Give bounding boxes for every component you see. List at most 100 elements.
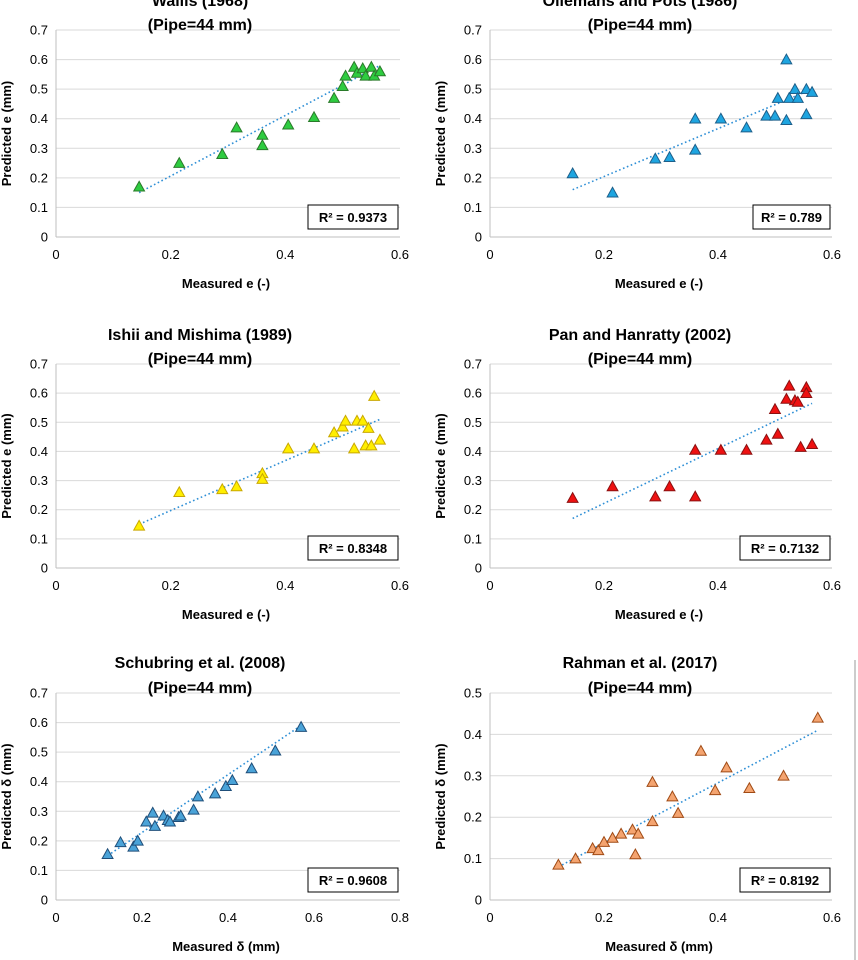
- y-tick-label: 0.4: [30, 444, 48, 459]
- data-point-marker: [791, 91, 805, 103]
- x-tick-label: 0: [52, 910, 59, 925]
- data-point-marker: [140, 815, 153, 827]
- y-tick-label: 0.7: [464, 23, 482, 38]
- y-axis-label: Predicted δ (mm): [433, 743, 448, 849]
- x-tick-label: 0.6: [823, 910, 841, 925]
- data-point-marker: [566, 166, 579, 179]
- trendline: [558, 729, 819, 868]
- data-point-marker: [367, 389, 381, 401]
- y-tick-label: 0.2: [30, 502, 48, 517]
- x-axis-label: Measured δ (mm): [172, 939, 280, 954]
- y-tick-label: 0.3: [30, 804, 48, 819]
- y-tick-label: 0.5: [30, 415, 48, 430]
- data-point-marker: [771, 427, 785, 439]
- data-point-marker: [663, 479, 676, 492]
- y-tick-label: 0: [41, 561, 48, 576]
- data-point-marker: [760, 433, 773, 445]
- data-point-marker: [131, 834, 144, 846]
- chart-subtitle: (Pipe=44 mm): [148, 680, 252, 697]
- data-point-marker: [569, 852, 582, 864]
- y-axis-label: Predicted e (mm): [0, 81, 14, 186]
- data-point-marker: [631, 827, 645, 839]
- chart-title: Rahman et al. (2017): [563, 655, 718, 672]
- data-point-marker: [688, 490, 702, 502]
- data-point-marker: [688, 143, 702, 155]
- data-point-marker: [269, 744, 282, 756]
- data-point-marker: [694, 744, 708, 756]
- data-point-marker: [666, 790, 679, 802]
- x-axis-label: Measured e (-): [182, 276, 270, 291]
- panel-ishii-mishima: 0 0.1 0.2 0.3 0.4 0.5 0.6 0.7 0 0.2 0.4 0.6 Ishii an…: [0, 327, 409, 622]
- x-tick-label: 0: [486, 910, 493, 925]
- y-tick-label: 0.3: [464, 473, 482, 488]
- y-tick-label: 0.6: [30, 52, 48, 67]
- data-point-marker: [800, 386, 813, 398]
- y-tick-label: 0: [41, 893, 48, 908]
- data-point-marker: [173, 156, 186, 168]
- r-squared-label: R² = 0.7132: [751, 541, 819, 556]
- y-tick-label: 0.1: [464, 851, 482, 866]
- data-point-marker: [230, 479, 243, 492]
- x-axis-label: Measured e (-): [615, 276, 703, 291]
- data-point-marker: [780, 392, 793, 404]
- data-point-marker: [805, 85, 819, 97]
- data-point-marker: [800, 82, 813, 94]
- panel-wallis: 0 0.1 0.2 0.3 0.4 0.5 0.6 0.7 0 0.2 0.4 0.6 Wallis (…: [0, 0, 409, 291]
- data-point-marker: [780, 113, 793, 126]
- y-tick-label: 0.7: [30, 23, 48, 38]
- data-point-marker: [336, 420, 349, 432]
- y-tick-label: 0: [41, 230, 48, 245]
- data-point-marker: [788, 82, 802, 94]
- y-tick-label: 0.4: [464, 111, 482, 126]
- x-tick-label: 0.6: [305, 910, 323, 925]
- data-point-marker: [783, 379, 796, 391]
- y-tick-label: 0.2: [464, 170, 482, 185]
- data-point-marker: [307, 442, 321, 454]
- y-tick-label: 0.7: [30, 686, 48, 701]
- y-tick-label: 0.5: [464, 686, 482, 701]
- y-tick-label: 0.1: [30, 531, 48, 546]
- data-point-marker: [597, 835, 611, 847]
- y-axis-label: Predicted δ (mm): [0, 743, 14, 849]
- x-tick-label: 0: [486, 578, 493, 593]
- y-tick-label: 0.6: [464, 52, 482, 67]
- data-point-marker: [216, 482, 229, 495]
- data-point-marker: [294, 720, 308, 732]
- data-point-marker: [146, 806, 159, 818]
- y-tick-label: 0.6: [30, 715, 48, 730]
- x-tick-label: 0.2: [133, 910, 151, 925]
- data-point-marker: [216, 147, 229, 160]
- trendline: [138, 418, 381, 526]
- x-tick-label: 0.6: [391, 247, 409, 262]
- panel-rahman: 0 0.1 0.2 0.3 0.4 0.5 0 0.2 0.4 0.6 Rahman et al. …: [433, 655, 841, 954]
- data-point-marker: [768, 402, 782, 414]
- data-point-marker: [606, 186, 619, 198]
- data-point-marker: [649, 490, 662, 502]
- chart-subtitle: (Pipe=44 mm): [588, 351, 692, 368]
- data-point-marker: [359, 69, 372, 81]
- y-tick-label: 0.2: [464, 502, 482, 517]
- data-point-marker: [566, 491, 579, 503]
- data-point-marker: [663, 150, 676, 162]
- x-tick-label: 0.6: [823, 578, 841, 593]
- r-squared-label: R² = 0.789: [761, 210, 822, 225]
- data-point-marker: [281, 118, 295, 130]
- y-tick-label: 0.4: [30, 774, 48, 789]
- x-tick-label: 0.2: [162, 247, 180, 262]
- data-point-marker: [219, 779, 233, 791]
- data-point-marker: [780, 53, 793, 65]
- r-squared-label: R² = 0.8192: [751, 873, 819, 888]
- data-point-marker: [740, 443, 753, 455]
- data-point-marker: [606, 479, 619, 492]
- data-point-marker: [114, 835, 127, 848]
- x-axis-label: Measured δ (mm): [605, 939, 713, 954]
- data-point-marker: [373, 433, 387, 445]
- data-point-marker: [339, 414, 352, 426]
- data-point-marker: [771, 91, 785, 103]
- y-tick-label: 0.3: [30, 141, 48, 156]
- data-point-marker: [811, 711, 824, 723]
- data-point-marker: [805, 437, 819, 449]
- data-point-marker: [708, 783, 722, 796]
- data-point-marker: [365, 439, 378, 451]
